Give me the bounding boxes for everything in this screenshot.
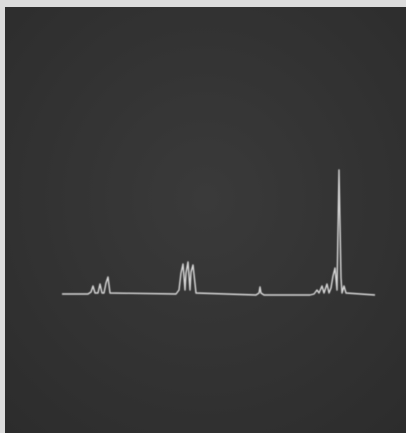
page bbox=[0, 0, 406, 433]
photo bbox=[0, 0, 406, 433]
screen bbox=[5, 7, 406, 433]
